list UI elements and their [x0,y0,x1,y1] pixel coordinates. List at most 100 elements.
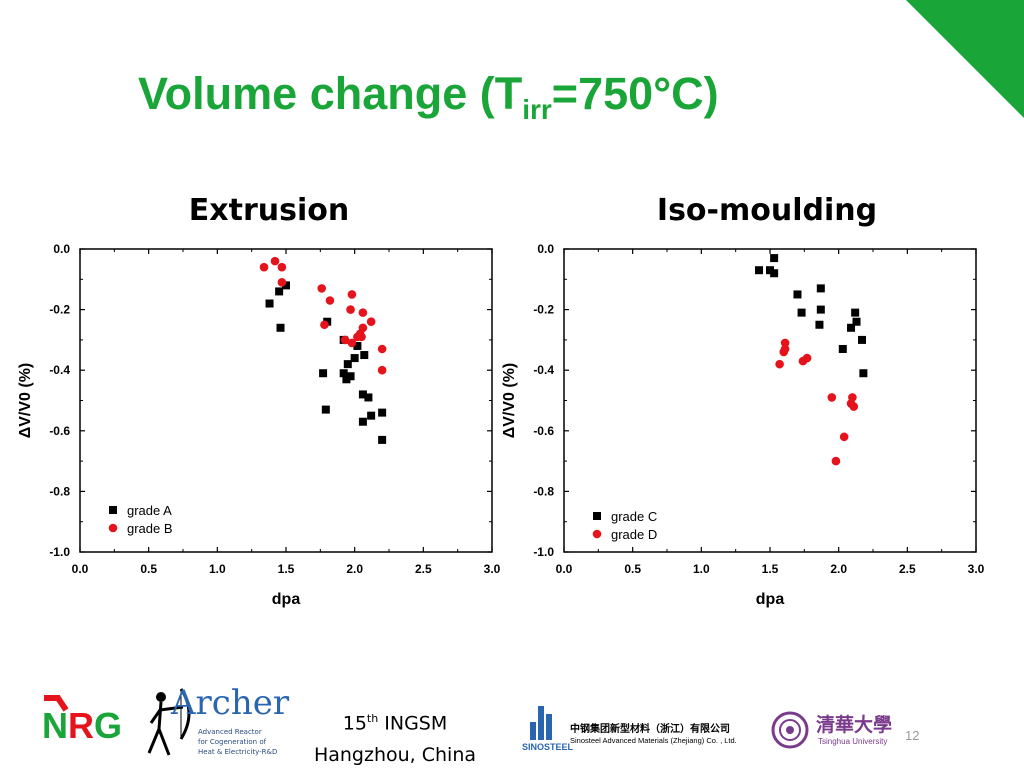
x-tick-label: 0.5 [624,562,641,576]
data-point-grade-B [317,284,327,293]
data-point-grade-B [320,320,329,330]
legend-label: grade C [611,509,657,524]
sinosteel-brand: SINOSTEEL [522,742,574,752]
slide-title: Volume change (Tirr=750°C) [138,68,719,125]
data-point-grade-B [270,256,280,266]
y-tick-label: -1.0 [49,545,70,559]
x-tick-label: 3.0 [968,562,985,576]
data-point-grade-C [852,317,861,326]
data-point-grade-C [858,335,867,344]
svg-text:R: R [68,705,94,746]
data-point-grade-C [816,305,825,314]
data-point-grade-B [277,262,287,272]
x-tick-label: 0.5 [140,562,157,576]
legend-marker [108,523,118,533]
data-point-grade-C [838,344,847,353]
data-point-grade-A [265,299,274,308]
x-tick-label: 2.0 [830,562,847,576]
data-point-grade-A [360,351,369,360]
data-point-grade-C [859,369,868,378]
data-point-grade-A [276,323,285,332]
sinosteel-name-en: Sinosteel Advanced Materials (Zhejiang) … [570,736,737,745]
x-tick-label: 1.5 [278,562,295,576]
data-point-grade-B [377,365,387,375]
tsinghua-name-cn: 清華大學 [816,714,893,736]
data-point-grade-B [366,317,376,327]
data-point-grade-C [851,308,860,317]
data-point-grade-A [378,408,387,417]
archer-logo: Archer Advanced Reactor for Cogeneration… [143,683,290,765]
data-point-grade-A [353,341,362,350]
footer-conference: 15th INGSM Hangzhou, China [313,712,477,767]
x-tick-label: 0.0 [72,562,89,576]
y-tick-label: 0.0 [537,242,554,256]
svg-text:N: N [42,705,68,746]
nrg-logo: N R G [42,695,122,746]
data-point-grade-D [849,402,859,411]
legend-label: grade A [127,503,172,518]
y-tick-label: -0.4 [49,363,70,377]
data-point-grade-B [325,296,335,305]
data-point-grade-C [766,266,774,275]
x-tick-label: 2.5 [899,562,916,576]
data-point-grade-C [793,290,802,299]
data-point-grade-A [350,354,359,363]
y-tick-label: -0.2 [49,303,70,317]
tsinghua-name-en: Tsinghua University [818,737,888,746]
y-tick-label: -0.6 [533,424,554,438]
plot-frame [563,248,977,553]
y-axis-label: ΔV/V0 (%) [501,363,518,439]
x-tick-label: 1.0 [693,562,710,576]
data-point-grade-A [343,360,352,369]
data-point-grade-A [282,281,290,290]
data-point-grade-C [815,320,824,329]
data-point-grade-C [797,308,806,317]
x-tick-label: 2.0 [346,562,363,576]
data-point-grade-B [347,290,357,299]
archer-logo-line: Advanced Reactor [198,728,262,736]
y-tick-label: -0.4 [533,363,554,377]
data-point-grade-C [770,269,779,278]
data-point-grade-B [355,329,365,339]
svg-text:G: G [94,705,122,746]
data-point-grade-A [358,390,367,399]
x-tick-label: 1.0 [209,562,226,576]
tsinghua-logo: 清華大學 Tsinghua University [770,710,893,755]
data-point-grade-B [259,262,269,272]
data-point-grade-B [347,338,357,348]
data-point-grade-A [358,417,367,426]
data-point-grade-A [378,435,387,444]
data-point-grade-B [277,278,287,287]
data-point-grade-A [321,405,330,414]
data-point-grade-C [770,254,779,263]
archer-logo-wordmark: Archer [171,683,290,723]
y-tick-label: 0.0 [53,242,70,256]
data-point-grade-A [346,372,355,381]
legend-label: grade B [127,521,173,536]
y-axis-label: ΔV/V0 (%) [17,363,34,439]
archer-logo-line: Heat & Electricity-R&D [198,748,278,756]
data-point-grade-B [346,305,355,314]
chart-2: 0.0 0.5 1.0 1.5 2.0 2.5 3.0 0.0 -0.2 -0.4 -0.6 -0.8… [501,242,985,608]
data-point-grade-D [831,456,841,466]
data-point-grade-D [827,393,837,402]
corner-accent-triangle [906,0,1024,118]
y-tick-label: -0.8 [49,484,70,498]
page-number: 12 [905,728,920,743]
data-point-grade-A [339,369,348,378]
data-point-grade-B [340,335,350,345]
data-point-grade-D [848,393,857,402]
x-tick-label: 0.0 [556,562,573,576]
data-point-grade-A [275,287,284,296]
legend-marker [109,506,117,514]
sinosteel-name-cn: 中钢集团新型材料（浙江）有限公司 [570,724,730,735]
data-point-grade-B [358,308,368,317]
sinosteel-logo: SINOSTEEL 中钢集团新型材料（浙江）有限公司 Sinosteel Adv… [522,700,762,760]
y-tick-label: -1.0 [533,545,554,559]
archer-logo-line: for Cogeneration of [198,738,267,746]
x-tick-label: 1.5 [762,562,779,576]
data-point-grade-D [839,432,849,442]
data-point-grade-A [319,369,328,378]
data-point-grade-A [342,375,351,384]
data-point-grade-C [755,266,764,275]
